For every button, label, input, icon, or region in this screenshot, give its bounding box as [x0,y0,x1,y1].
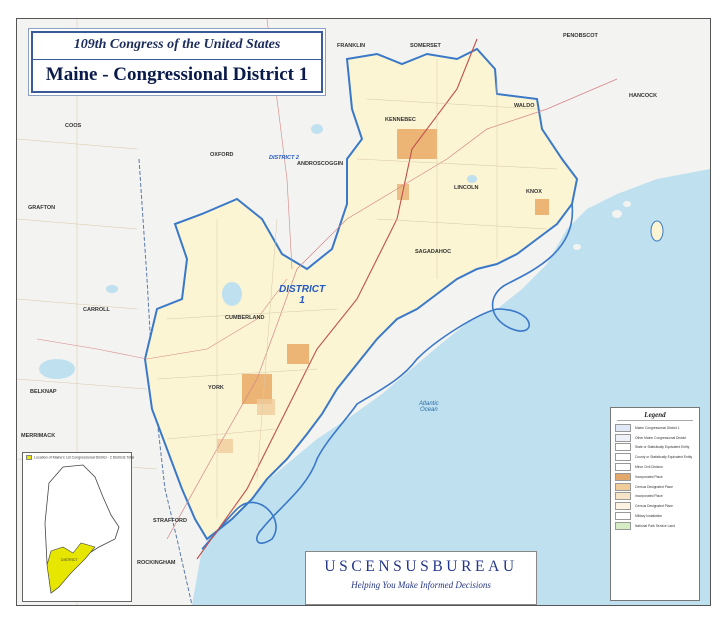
county-label-waldo: WALDO [514,103,535,109]
legend-item-label: Military Installation [635,514,663,519]
legend-item-label: Incorporated Place [635,474,663,479]
island-b [612,210,622,218]
county-label-rockingham: ROCKINGHAM [137,560,176,566]
county-label-lincoln: LINCOLN [454,185,479,191]
legend-item-label: Other Maine Congressional District [635,435,687,440]
map-subtitle: 109th Congress of the United States [73,37,281,52]
county-label-york: YORK [208,385,224,391]
road-i95 [196,38,478,560]
county-label-merrimack: MERRIMACK [21,433,56,439]
county-label-knox: KNOX [526,189,542,195]
map-title-box: 109th Congress of the United States Main… [31,31,323,93]
district-1-label-line2: 1 [299,295,305,306]
legend-item-label: County or Statistically Equivalent Entit… [635,455,693,460]
county-label-hancock: HANCOCK [629,93,658,99]
inset-caption: Location of Maine's 1st Congressional Di… [26,455,134,460]
lake-small-1 [106,285,118,293]
legend-item: State or Statistically Equivalent Entity [611,443,699,453]
legend-item: National Park Service Land [611,521,699,531]
legend-item: Other Maine Congressional District [611,433,699,443]
legend-item-label: Census Designated Place [635,504,673,509]
legend-item: Minor Civil Division [611,462,699,472]
legend-item: Incorporated Place [611,472,699,482]
county-label-oxford: OXFORD [210,152,234,158]
legend-item: Census Designated Place [611,501,699,511]
district-1-label: DISTRICT 1 [279,284,325,306]
legend-swatch [615,463,631,472]
maritime-boundary [201,203,574,550]
district-1-area[interactable] [143,47,579,541]
county-label-sagadahoc: SAGADAHOC [415,249,452,255]
legend-swatch [615,423,631,432]
road-main [166,78,618,540]
legend-rows: Maine Congressional District 1 Other Main… [611,423,699,531]
place-augusta [397,129,437,159]
agency-tagline: Helping You Make Informed Decisions [351,580,491,590]
inset-district-shape[interactable] [46,542,96,594]
legend-item-label: State or Statistically Equivalent Entity [635,445,690,450]
legend-swatch [615,492,631,501]
legend-item-label: Incorporated Place [635,494,663,499]
legend-swatch [615,472,631,481]
county-label-strafford: STRAFFORD [153,518,187,524]
legend-swatch [615,443,631,452]
legend-swatch [615,502,631,511]
island-d [573,244,581,250]
district-1-label-line1: DISTRICT [279,284,326,295]
legend-item-label: Census Designated Place [635,484,673,489]
county-label-cumberland: CUMBERLAND [225,315,265,321]
map-title: Maine - Congressional District 1 [33,59,321,86]
county-label-belknap: BELKNAP [30,389,57,395]
road-west [36,278,288,360]
legend-item: Incorporated Place [611,492,699,502]
county-label-androscoggin: ANDROSCOGGIN [297,161,344,167]
legend-swatch [615,433,631,442]
inset-swatch-icon [26,455,32,460]
legend-swatch [615,482,631,491]
legend-item: Maine Congressional District 1 [611,423,699,433]
place-sanford [257,399,275,415]
legend-swatch [615,512,631,521]
place-portland [287,344,309,364]
county-label-kennebec: KENNEBEC [385,117,416,123]
legend-item-label: Maine Congressional District 1 [635,425,680,430]
legend-item: County or Statistically Equivalent Entit… [611,452,699,462]
county-label-carroll: CARROLL [83,307,110,313]
county-label-coos: COOS [65,123,82,129]
ocean-label-line1: Atlantic [419,401,439,407]
legend-panel: Legend Maine Congressional District 1 Oth… [610,407,700,601]
legend-item-label: National Park Service Land [635,523,675,528]
county-label-grafton: GRAFTON [28,205,56,211]
inset-caption-text: Location of Maine's 1st Congressional Di… [34,455,135,460]
island-c [623,201,631,207]
legend-swatch [615,521,631,530]
ocean-label-line2: Ocean [420,407,438,413]
map-canvas[interactable] [17,19,710,605]
locator-inset-map: Location of Maine's 1st Congressional Di… [22,452,134,602]
map-frame: 109th Congress of the United States Main… [16,18,711,606]
lake-winnipesaukee [39,359,75,379]
agency-name: USCENSUSBUREAU [324,558,518,575]
legend-item: Military Installation [611,511,699,521]
place-biddeford [217,439,233,453]
inset-district-label: DISTRICT [61,558,78,562]
district-2-label: DISTRICT 2 [269,155,299,161]
island-a [650,220,664,242]
legend-item: Census Designated Place [611,482,699,492]
lake-sebago [222,282,242,306]
ocean-label: Atlantic Ocean [419,401,439,413]
place-rockland [535,199,549,215]
legend-item-label: Minor Civil Division [635,465,663,470]
county-label-franklin: FRANKLIN [337,43,366,49]
census-bureau-logo-box: USCENSUSBUREAU Helping You Make Informed… [305,551,537,605]
lake-small-2 [311,124,323,134]
county-label-somerset: SOMERSET [410,43,441,49]
inset-maine-outline [44,464,120,594]
lake-small-3 [467,175,477,183]
legend-title: Legend [617,411,693,421]
legend-swatch [615,453,631,462]
county-label-penobscot: PENOBSCOT [563,33,598,39]
